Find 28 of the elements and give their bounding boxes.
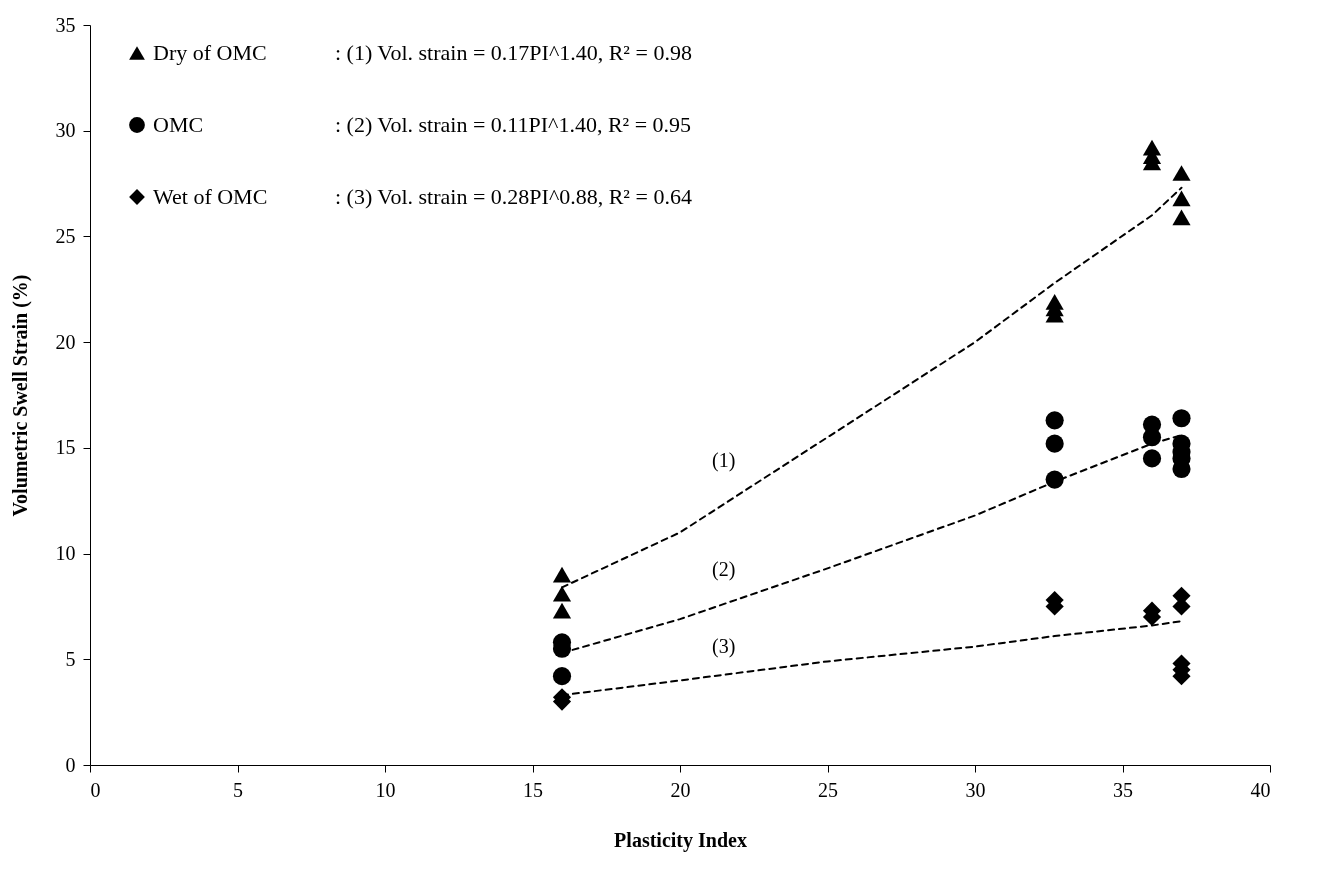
y-axis-title: Volumetric Swell Strain (%) [8,274,32,517]
x-tick-label: 0 [90,778,101,801]
annotation: : (3) Vol. strain = 0.28PI^0.88, R² = 0.64 [335,184,692,209]
y-tick-label: 25 [55,224,76,247]
x-tick-label: 30 [965,778,986,801]
annotation: (3) [712,634,736,658]
x-tick-label: 5 [233,778,243,801]
x-tick-label: 40 [1250,778,1271,801]
annotation: : (2) Vol. strain = 0.11PI^1.40, R² = 0.95 [335,112,692,137]
y-tick-label: 20 [55,330,76,353]
x-tick-label: 15 [523,778,543,801]
x-tick-label: 35 [1113,778,1133,801]
annotation: (2) [712,557,736,581]
annotation: : (1) Vol. strain = 0.17PI^1.40, R² = 0.98 [335,40,692,65]
y-tick-label: 30 [55,119,76,142]
y-tick-label: 5 [65,647,76,670]
y-tick-label: 10 [55,542,76,565]
annotation: (1) [712,448,736,472]
x-tick-label: 20 [670,778,691,801]
y-tick-label: 15 [55,436,76,459]
x-tick-label: 10 [375,778,396,801]
legend-label: OMC [153,112,204,137]
legend-label: Dry of OMC [153,40,267,65]
y-tick-label: 0 [65,753,76,776]
x-axis-title: Plasticity Index [614,828,747,852]
x-tick-label: 25 [818,778,838,801]
legend-label: Wet of OMC [153,184,268,209]
y-tick-label: 35 [55,13,76,36]
